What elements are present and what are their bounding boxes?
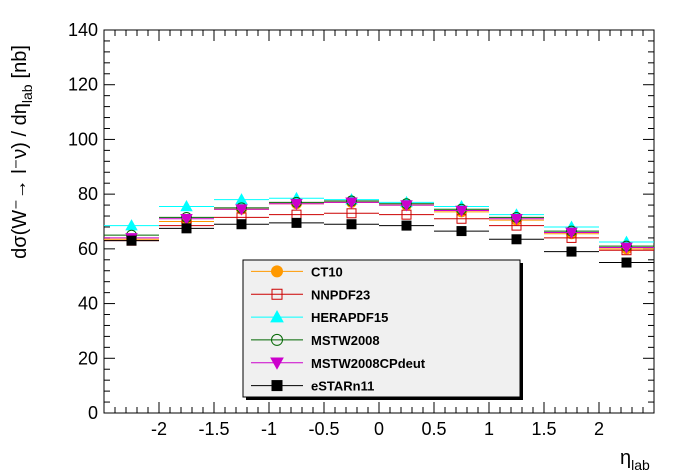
- legend-entry: NNPDF23: [251, 287, 370, 302]
- axis-ticks: [103, 29, 655, 414]
- legend-marker: [270, 310, 284, 323]
- data-point: [180, 213, 193, 226]
- legend-label: eSTARn11: [311, 379, 374, 394]
- legend-marker: [271, 380, 283, 392]
- data-point: [125, 219, 138, 231]
- legend-label: MSTW2008CPdeut: [311, 356, 426, 371]
- y-tick-label: 140: [68, 20, 98, 40]
- x-tick-label: 2: [594, 419, 604, 439]
- data-point: [621, 257, 632, 268]
- x-tick-label: -1.5: [198, 419, 229, 439]
- legend-label: HERAPDF15: [311, 310, 388, 325]
- legend-marker: [271, 288, 283, 300]
- legend-box: [242, 259, 521, 398]
- y-axis-tick-labels: 0 20 40 60 80 100 120 140: [68, 20, 98, 423]
- x-tick-label: -1: [261, 419, 277, 439]
- data-point: [456, 226, 467, 237]
- y-tick-label: 100: [68, 129, 98, 149]
- data-point: [620, 242, 633, 254]
- data-point: [345, 197, 358, 209]
- x-tick-label: 0: [374, 419, 384, 439]
- data-point: [455, 205, 468, 217]
- legend-entry: MSTW2008CPdeut: [251, 356, 426, 371]
- x-axis-title: ηlab: [620, 447, 650, 473]
- legend-marker: [270, 357, 284, 370]
- data-point: [291, 217, 302, 228]
- x-tick-label: 0.5: [421, 419, 446, 439]
- legend-entry: HERAPDF15: [251, 310, 388, 325]
- data-point: [401, 220, 412, 231]
- legend-entry: eSTARn11: [251, 379, 374, 394]
- legend-marker: [271, 265, 283, 278]
- legend-label: NNPDF23: [311, 287, 370, 302]
- data-point: [566, 246, 577, 257]
- data-point: [180, 200, 193, 212]
- data-point: [126, 235, 137, 246]
- data-point: [510, 213, 523, 226]
- data-point: [236, 219, 247, 230]
- y-tick-label: 60: [78, 239, 98, 259]
- legend-entry: CT10: [251, 264, 343, 279]
- series-layer: [104, 191, 654, 268]
- legend: CT10 NNPDF23 HERAPDF15 MSTW2008 MSTW2008CPde…: [242, 259, 523, 400]
- legend-label: MSTW2008: [311, 333, 380, 348]
- data-point: [400, 200, 413, 212]
- y-tick-label: 80: [78, 184, 98, 204]
- legend-marker: [271, 333, 283, 346]
- legend-entry: MSTW2008: [251, 333, 380, 348]
- y-tick-label: 20: [78, 348, 98, 368]
- data-point: [565, 227, 578, 239]
- x-tick-label: -2: [151, 419, 167, 439]
- data-point: [346, 219, 357, 230]
- x-axis-tick-labels: -2 -1.5 -1 -0.5 0 0.5 1 1.5 2: [151, 419, 604, 439]
- y-tick-label: 120: [68, 75, 98, 95]
- data-point: [290, 198, 303, 211]
- data-point: [511, 234, 522, 245]
- data-point: [181, 223, 192, 234]
- x-tick-label: -0.5: [308, 419, 339, 439]
- legend-label: CT10: [311, 264, 343, 279]
- data-point: [235, 193, 248, 205]
- series-estarn11: [104, 217, 654, 268]
- y-tick-label: 40: [78, 294, 98, 314]
- y-axis-title: dσ(W⁻→ l⁻ν) / dηlab[nb]: [9, 45, 35, 259]
- y-tick-label: 0: [88, 403, 98, 423]
- data-point: [346, 208, 357, 219]
- data-point: [235, 204, 248, 216]
- x-tick-label: 1.5: [531, 419, 556, 439]
- x-tick-label: 1: [484, 419, 494, 439]
